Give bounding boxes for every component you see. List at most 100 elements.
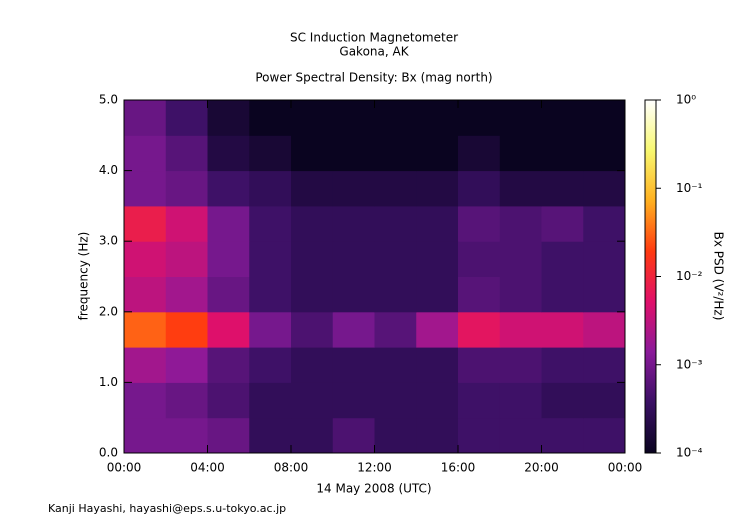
cell bbox=[332, 382, 375, 419]
cell bbox=[332, 100, 375, 136]
cell bbox=[541, 205, 584, 242]
cell bbox=[124, 382, 167, 419]
cell bbox=[499, 382, 542, 419]
cell bbox=[207, 382, 250, 419]
cell bbox=[583, 311, 626, 348]
cell bbox=[207, 241, 250, 277]
cell bbox=[416, 100, 459, 136]
cell bbox=[374, 417, 417, 454]
chart-title: SC Induction Magnetometer bbox=[290, 31, 458, 45]
cell bbox=[165, 170, 208, 207]
cell bbox=[374, 100, 417, 136]
cell bbox=[374, 311, 417, 348]
cell bbox=[124, 241, 167, 277]
y-tick-label: 0.0 bbox=[99, 446, 118, 460]
cell bbox=[374, 347, 417, 383]
cell bbox=[458, 276, 501, 313]
y-axis-label: frequency (Hz) bbox=[77, 232, 91, 321]
cell bbox=[291, 311, 334, 348]
plot-title: Power Spectral Density: Bx (mag north) bbox=[255, 71, 492, 85]
cell bbox=[374, 382, 417, 419]
cell bbox=[249, 241, 292, 277]
cell bbox=[124, 311, 167, 348]
cell bbox=[374, 170, 417, 207]
cell bbox=[458, 205, 501, 242]
cell bbox=[499, 135, 542, 172]
cell bbox=[165, 135, 208, 172]
cell bbox=[458, 135, 501, 172]
y-tick-label: 4.0 bbox=[99, 163, 118, 177]
cell bbox=[332, 311, 375, 348]
y-tick-label: 1.0 bbox=[99, 375, 118, 389]
cell bbox=[207, 205, 250, 242]
cell bbox=[124, 205, 167, 242]
colorbar-tick-label: 10⁰ bbox=[676, 93, 696, 107]
y-tick-label: 2.0 bbox=[99, 304, 118, 318]
cell bbox=[332, 347, 375, 383]
cell bbox=[458, 170, 501, 207]
cell bbox=[332, 170, 375, 207]
cell bbox=[332, 276, 375, 313]
cell bbox=[165, 205, 208, 242]
cell bbox=[416, 311, 459, 348]
cell bbox=[541, 135, 584, 172]
x-tick-label: 00:00 bbox=[608, 461, 643, 475]
cell bbox=[374, 241, 417, 277]
cell bbox=[291, 417, 334, 454]
cell bbox=[291, 100, 334, 136]
cell bbox=[332, 241, 375, 277]
cell bbox=[458, 100, 501, 136]
x-tick-label: 08:00 bbox=[274, 461, 309, 475]
cell bbox=[416, 417, 459, 454]
cell bbox=[291, 276, 334, 313]
cell bbox=[332, 417, 375, 454]
cell bbox=[124, 417, 167, 454]
x-axis-label: 14 May 2008 (UTC) bbox=[316, 482, 431, 496]
cell bbox=[291, 135, 334, 172]
cell bbox=[541, 276, 584, 313]
cell bbox=[165, 241, 208, 277]
cell bbox=[499, 417, 542, 454]
cell bbox=[416, 347, 459, 383]
cell bbox=[583, 100, 626, 136]
cell bbox=[583, 276, 626, 313]
cell bbox=[416, 382, 459, 419]
cell bbox=[165, 276, 208, 313]
cell bbox=[458, 311, 501, 348]
cell bbox=[583, 347, 626, 383]
cell bbox=[124, 100, 167, 136]
cell bbox=[583, 417, 626, 454]
cell bbox=[541, 417, 584, 454]
cell bbox=[332, 135, 375, 172]
cell bbox=[207, 311, 250, 348]
cell bbox=[374, 135, 417, 172]
colorbar bbox=[644, 99, 657, 454]
cell bbox=[416, 170, 459, 207]
cell bbox=[583, 205, 626, 242]
cell bbox=[499, 276, 542, 313]
cell bbox=[541, 100, 584, 136]
cell bbox=[249, 382, 292, 419]
cell bbox=[416, 135, 459, 172]
cell bbox=[416, 276, 459, 313]
x-tick-label: 00:00 bbox=[107, 461, 142, 475]
cell bbox=[583, 170, 626, 207]
cell bbox=[124, 276, 167, 313]
cell bbox=[249, 100, 292, 136]
x-tick-label: 16:00 bbox=[441, 461, 476, 475]
cell bbox=[499, 241, 542, 277]
cell bbox=[207, 347, 250, 383]
x-tick-label: 20:00 bbox=[524, 461, 559, 475]
cell bbox=[165, 347, 208, 383]
cell bbox=[291, 241, 334, 277]
cell bbox=[583, 382, 626, 419]
cell bbox=[249, 205, 292, 242]
cell bbox=[124, 347, 167, 383]
cell bbox=[583, 241, 626, 277]
y-tick-label: 5.0 bbox=[99, 93, 118, 107]
x-tick-label: 04:00 bbox=[190, 461, 225, 475]
colorbar-tick-label: 10⁻³ bbox=[676, 357, 703, 371]
cell bbox=[583, 135, 626, 172]
cell bbox=[249, 347, 292, 383]
